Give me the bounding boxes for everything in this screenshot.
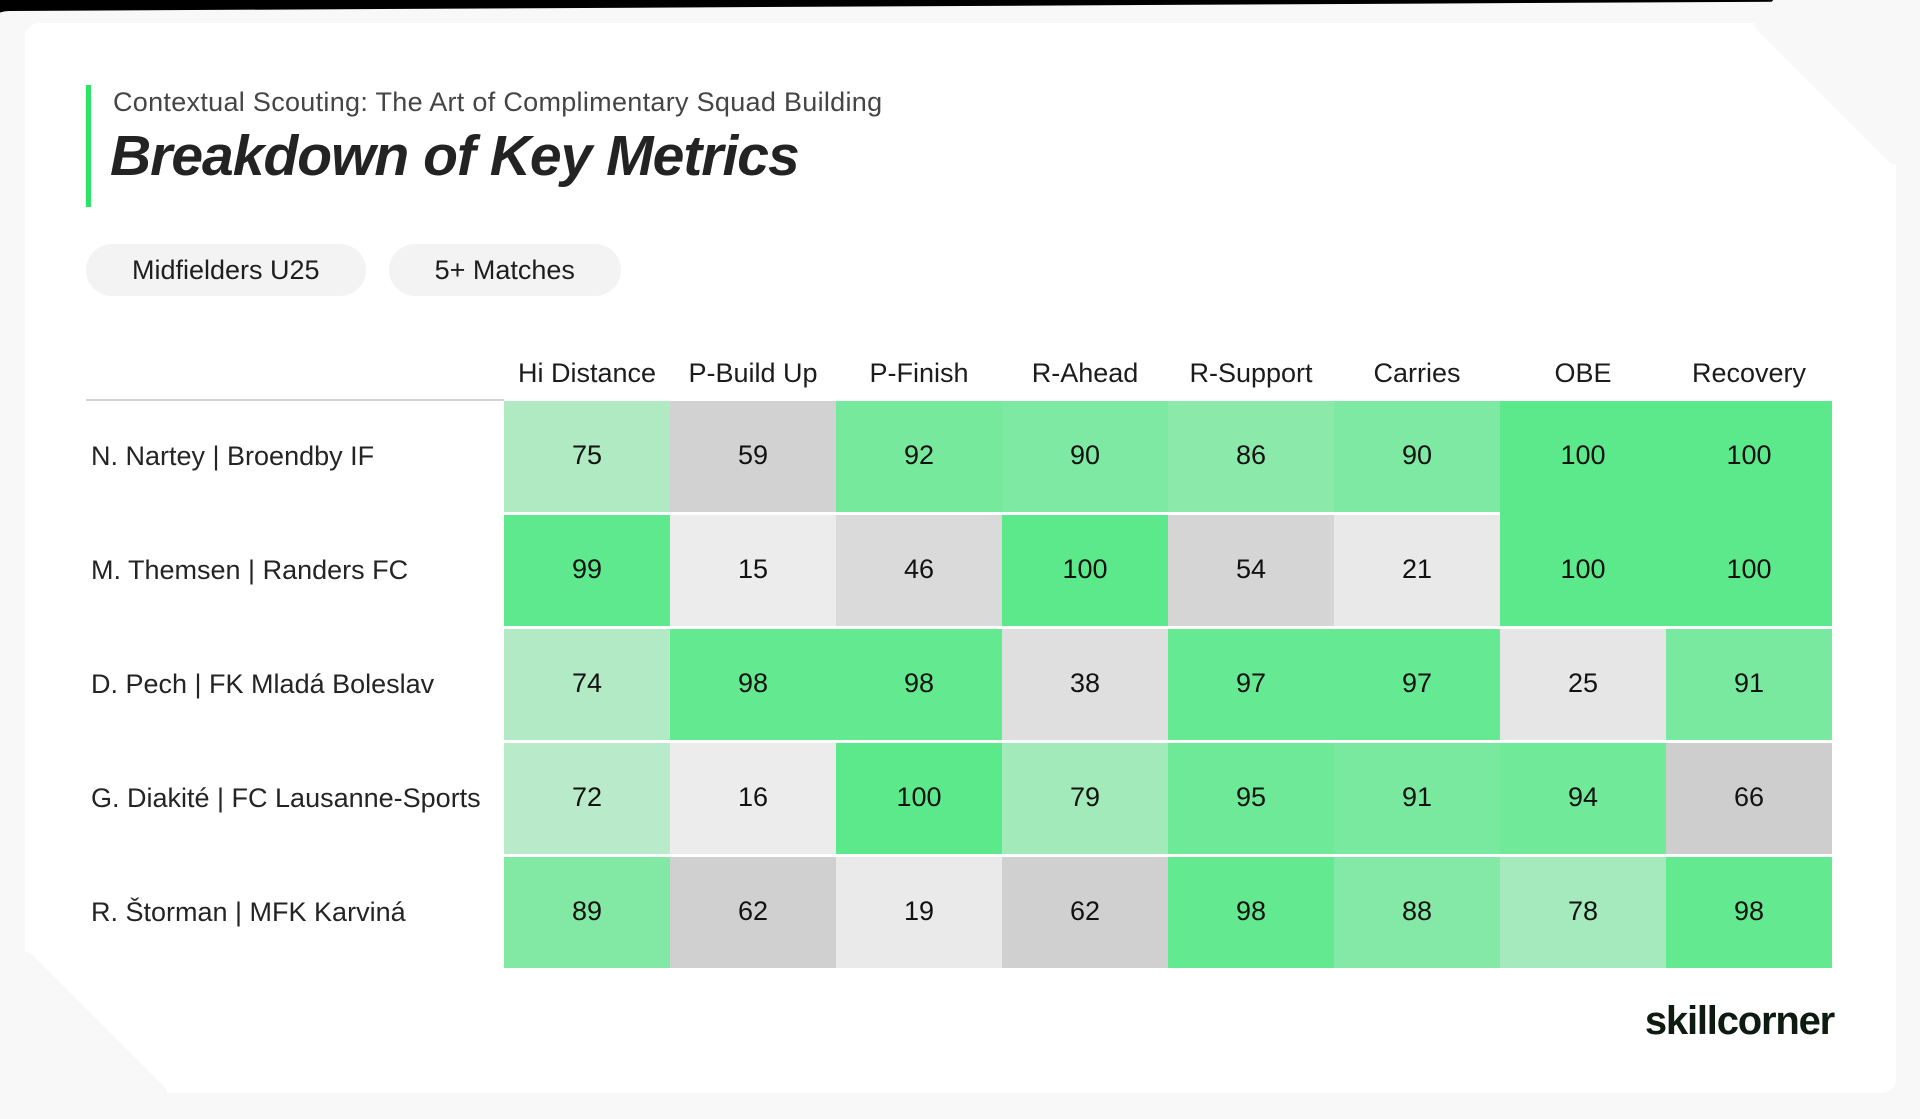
- column-header: R-Support: [1189, 358, 1313, 388]
- row-label: N. Nartey | Broendby IF: [86, 401, 504, 515]
- row-label: G. Diakité | FC Lausanne-Sports: [86, 743, 504, 857]
- heatmap-cell: 88: [1334, 857, 1500, 971]
- row-label: M. Themsen | Randers FC: [86, 515, 504, 629]
- chamfer-top-right: [1750, 0, 1920, 169]
- skillcorner-logo: skillcorner: [1644, 999, 1835, 1043]
- row-label: D. Pech | FK Mladá Boleslav: [86, 629, 504, 743]
- heatmap-cell: 90: [1334, 401, 1500, 515]
- heatmap-cell: 90: [1002, 401, 1168, 515]
- page-title: Breakdown of Key Metrics: [110, 124, 800, 188]
- heatmap-cell: 94: [1500, 743, 1666, 857]
- heatmap-cell: 91: [1666, 629, 1832, 743]
- column-header: OBE: [1554, 358, 1612, 388]
- heatmap-cell: 91: [1334, 743, 1500, 857]
- heatmap-cell: 99: [504, 515, 670, 629]
- heatmap-cell: 46: [836, 515, 1002, 629]
- heatmap-cell: 100: [836, 743, 1002, 857]
- heatmap-cell: 86: [1168, 401, 1334, 515]
- column-header: Carries: [1373, 358, 1461, 388]
- title-accent-bar: [86, 85, 91, 207]
- heatmap-cell: 100: [1500, 515, 1666, 629]
- heatmap-cell: 89: [504, 857, 670, 971]
- filter-pills: Midfielders U25 5+ Matches: [86, 244, 621, 296]
- column-header: R-Ahead: [1031, 358, 1139, 388]
- heatmap-cell: 100: [1002, 515, 1168, 629]
- heatmap-cell: 92: [836, 401, 1002, 515]
- heatmap-cell: 66: [1666, 743, 1832, 857]
- column-header: Hi Distance: [517, 358, 657, 388]
- heatmap-cell: 100: [1666, 515, 1832, 629]
- heatmap-cell: 62: [670, 857, 836, 971]
- heatmap-header-corner: [86, 354, 504, 401]
- heatmap-cell: 38: [1002, 629, 1168, 743]
- heatmap-cell: 75: [504, 401, 670, 515]
- heatmap-cell: 98: [670, 629, 836, 743]
- chamfer-bottom-left: [0, 947, 171, 1119]
- heatmap-cell: 100: [1666, 401, 1832, 515]
- filter-pill-matches: 5+ Matches: [388, 244, 621, 296]
- heatmap-cell: 54: [1168, 515, 1334, 629]
- heatmap-cell: 62: [1002, 857, 1168, 971]
- heatmap-cell: 72: [504, 743, 670, 857]
- heatmap-cell: 98: [836, 629, 1002, 743]
- heatmap-cell: 21: [1334, 515, 1500, 629]
- heatmap-cell: 97: [1334, 629, 1500, 743]
- heatmap-cell: 98: [1666, 857, 1832, 971]
- heatmap-cell: 79: [1002, 743, 1168, 857]
- row-label: R. Štorman | MFK Karviná: [86, 857, 504, 971]
- heatmap-cell: 74: [504, 629, 670, 743]
- heatmap-cell: 100: [1500, 401, 1666, 515]
- column-header: P-Finish: [869, 358, 969, 388]
- filter-pill-midfielders: Midfielders U25: [86, 244, 366, 296]
- heatmap-cell: 95: [1168, 743, 1334, 857]
- column-header: P-Build Up: [688, 358, 818, 388]
- heatmap: Hi Distance P-Build Up P-Finish R-Ahead R-Su…: [86, 354, 1832, 971]
- column-header: Recovery: [1691, 358, 1807, 388]
- heatmap-cell: 59: [670, 401, 836, 515]
- heatmap-cell: 16: [670, 743, 836, 857]
- eyebrow-text: Contextual Scouting: The Art of Complime…: [113, 87, 883, 117]
- heatmap-cell: 19: [836, 857, 1002, 971]
- heatmap-cell: 15: [670, 515, 836, 629]
- heatmap-cell: 97: [1168, 629, 1334, 743]
- heatmap-cell: 78: [1500, 857, 1666, 971]
- heatmap-cell: 25: [1500, 629, 1666, 743]
- heatmap-cell: 98: [1168, 857, 1334, 971]
